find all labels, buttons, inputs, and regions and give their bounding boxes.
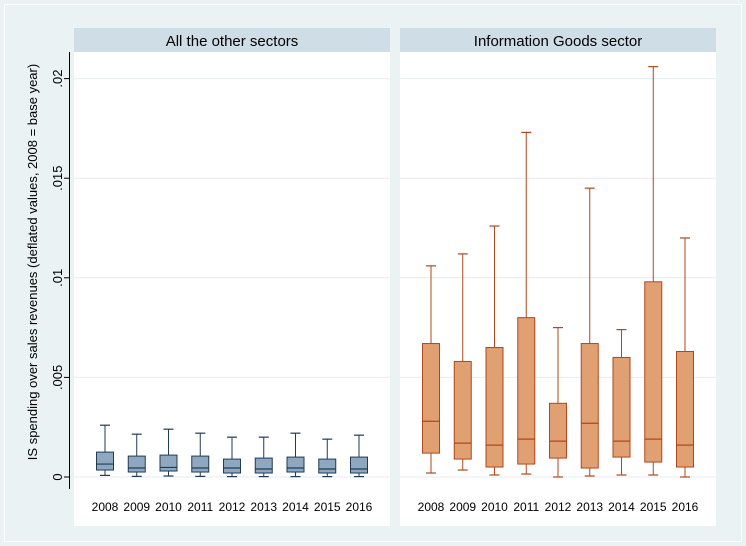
y-axis: 0 .005 .01 .015 .02 (50, 52, 70, 489)
iqr-box (159, 454, 178, 472)
iqr-box (223, 458, 241, 474)
x-tick-label: 2012 (545, 500, 572, 514)
iqr-box (191, 455, 210, 473)
y-tick-label: .015 (50, 166, 65, 191)
box-2012: 2012 (545, 327, 572, 514)
box-2016: 2016 (346, 434, 373, 514)
box-2011: 2011 (187, 432, 213, 514)
box-2010: 2010 (481, 225, 508, 514)
y-tick-label: .005 (50, 365, 65, 390)
iqr-box (517, 317, 536, 465)
x-axis-strip (400, 489, 716, 526)
y-tick-label: 0 (50, 473, 65, 480)
box-2014: 2014 (282, 432, 309, 514)
iqr-box (350, 456, 368, 474)
iqr-box (127, 455, 146, 473)
iqr-box (286, 456, 305, 473)
box-2011: 2011 (513, 131, 539, 514)
x-tick-label: 2016 (672, 500, 699, 514)
panel-title: All the other sectors (166, 33, 299, 50)
iqr-box (96, 451, 114, 471)
outer-border (4, 4, 742, 542)
box-2014: 2014 (608, 328, 635, 514)
panel-information-goods: Information Goods sector 2008 2009 2010 2011… (400, 28, 716, 526)
box-2013: 2013 (250, 436, 277, 514)
x-tick-label: 2009 (449, 500, 476, 514)
x-tick-label: 2016 (346, 500, 373, 514)
x-tick-label: 2010 (155, 500, 182, 514)
x-axis-strip (74, 489, 390, 526)
panel-other-sectors: All the other sectors 2008 2009 2010 2011 201… (74, 28, 390, 526)
box-2013: 2013 (576, 187, 603, 514)
iqr-box (644, 281, 663, 463)
x-tick-label: 2008 (418, 500, 445, 514)
y-tick-label: .01 (50, 269, 65, 287)
box-2010: 2010 (155, 428, 182, 514)
plot-area (74, 52, 390, 489)
box-2012: 2012 (219, 436, 246, 514)
box-2008: 2008 (92, 424, 119, 514)
iqr-box (485, 347, 504, 468)
iqr-box (676, 351, 694, 468)
iqr-box (453, 360, 472, 460)
box-2009: 2009 (449, 253, 476, 514)
y-ticks: 0 .005 .01 .015 .02 (50, 70, 70, 481)
box-2009: 2009 (123, 433, 150, 514)
x-tick-label: 2010 (481, 500, 508, 514)
panel-title-strip (400, 28, 716, 53)
box-2015: 2015 (314, 438, 341, 514)
x-tick-label: 2011 (513, 500, 539, 514)
iqr-box (318, 458, 337, 474)
x-tick-label: 2011 (187, 500, 213, 514)
iqr-box (549, 402, 567, 459)
y-tick-label: .02 (50, 70, 65, 88)
x-tick-label: 2014 (282, 500, 309, 514)
iqr-box (422, 343, 440, 454)
box-2016: 2016 (672, 237, 699, 514)
x-tick-label: 2015 (314, 500, 341, 514)
box-2008: 2008 (418, 265, 445, 514)
x-tick-label: 2009 (123, 500, 150, 514)
x-tick-label: 2015 (640, 500, 667, 514)
x-tick-label: 2012 (219, 500, 246, 514)
iqr-box (254, 457, 273, 474)
x-tick-label: 2013 (576, 500, 603, 514)
iqr-box (612, 356, 631, 458)
x-tick-label: 2014 (608, 500, 635, 514)
iqr-box (580, 343, 599, 469)
box-2015: 2015 (640, 66, 667, 514)
x-tick-label: 2008 (92, 500, 119, 514)
panel-title: Information Goods sector (474, 33, 642, 50)
x-tick-label: 2013 (250, 500, 277, 514)
panel-title-strip (74, 28, 390, 53)
y-axis-title: IS spending over sales revenues (deflate… (25, 64, 40, 460)
panels: All the other sectors 2008 2009 2010 2011 201… (74, 28, 716, 526)
